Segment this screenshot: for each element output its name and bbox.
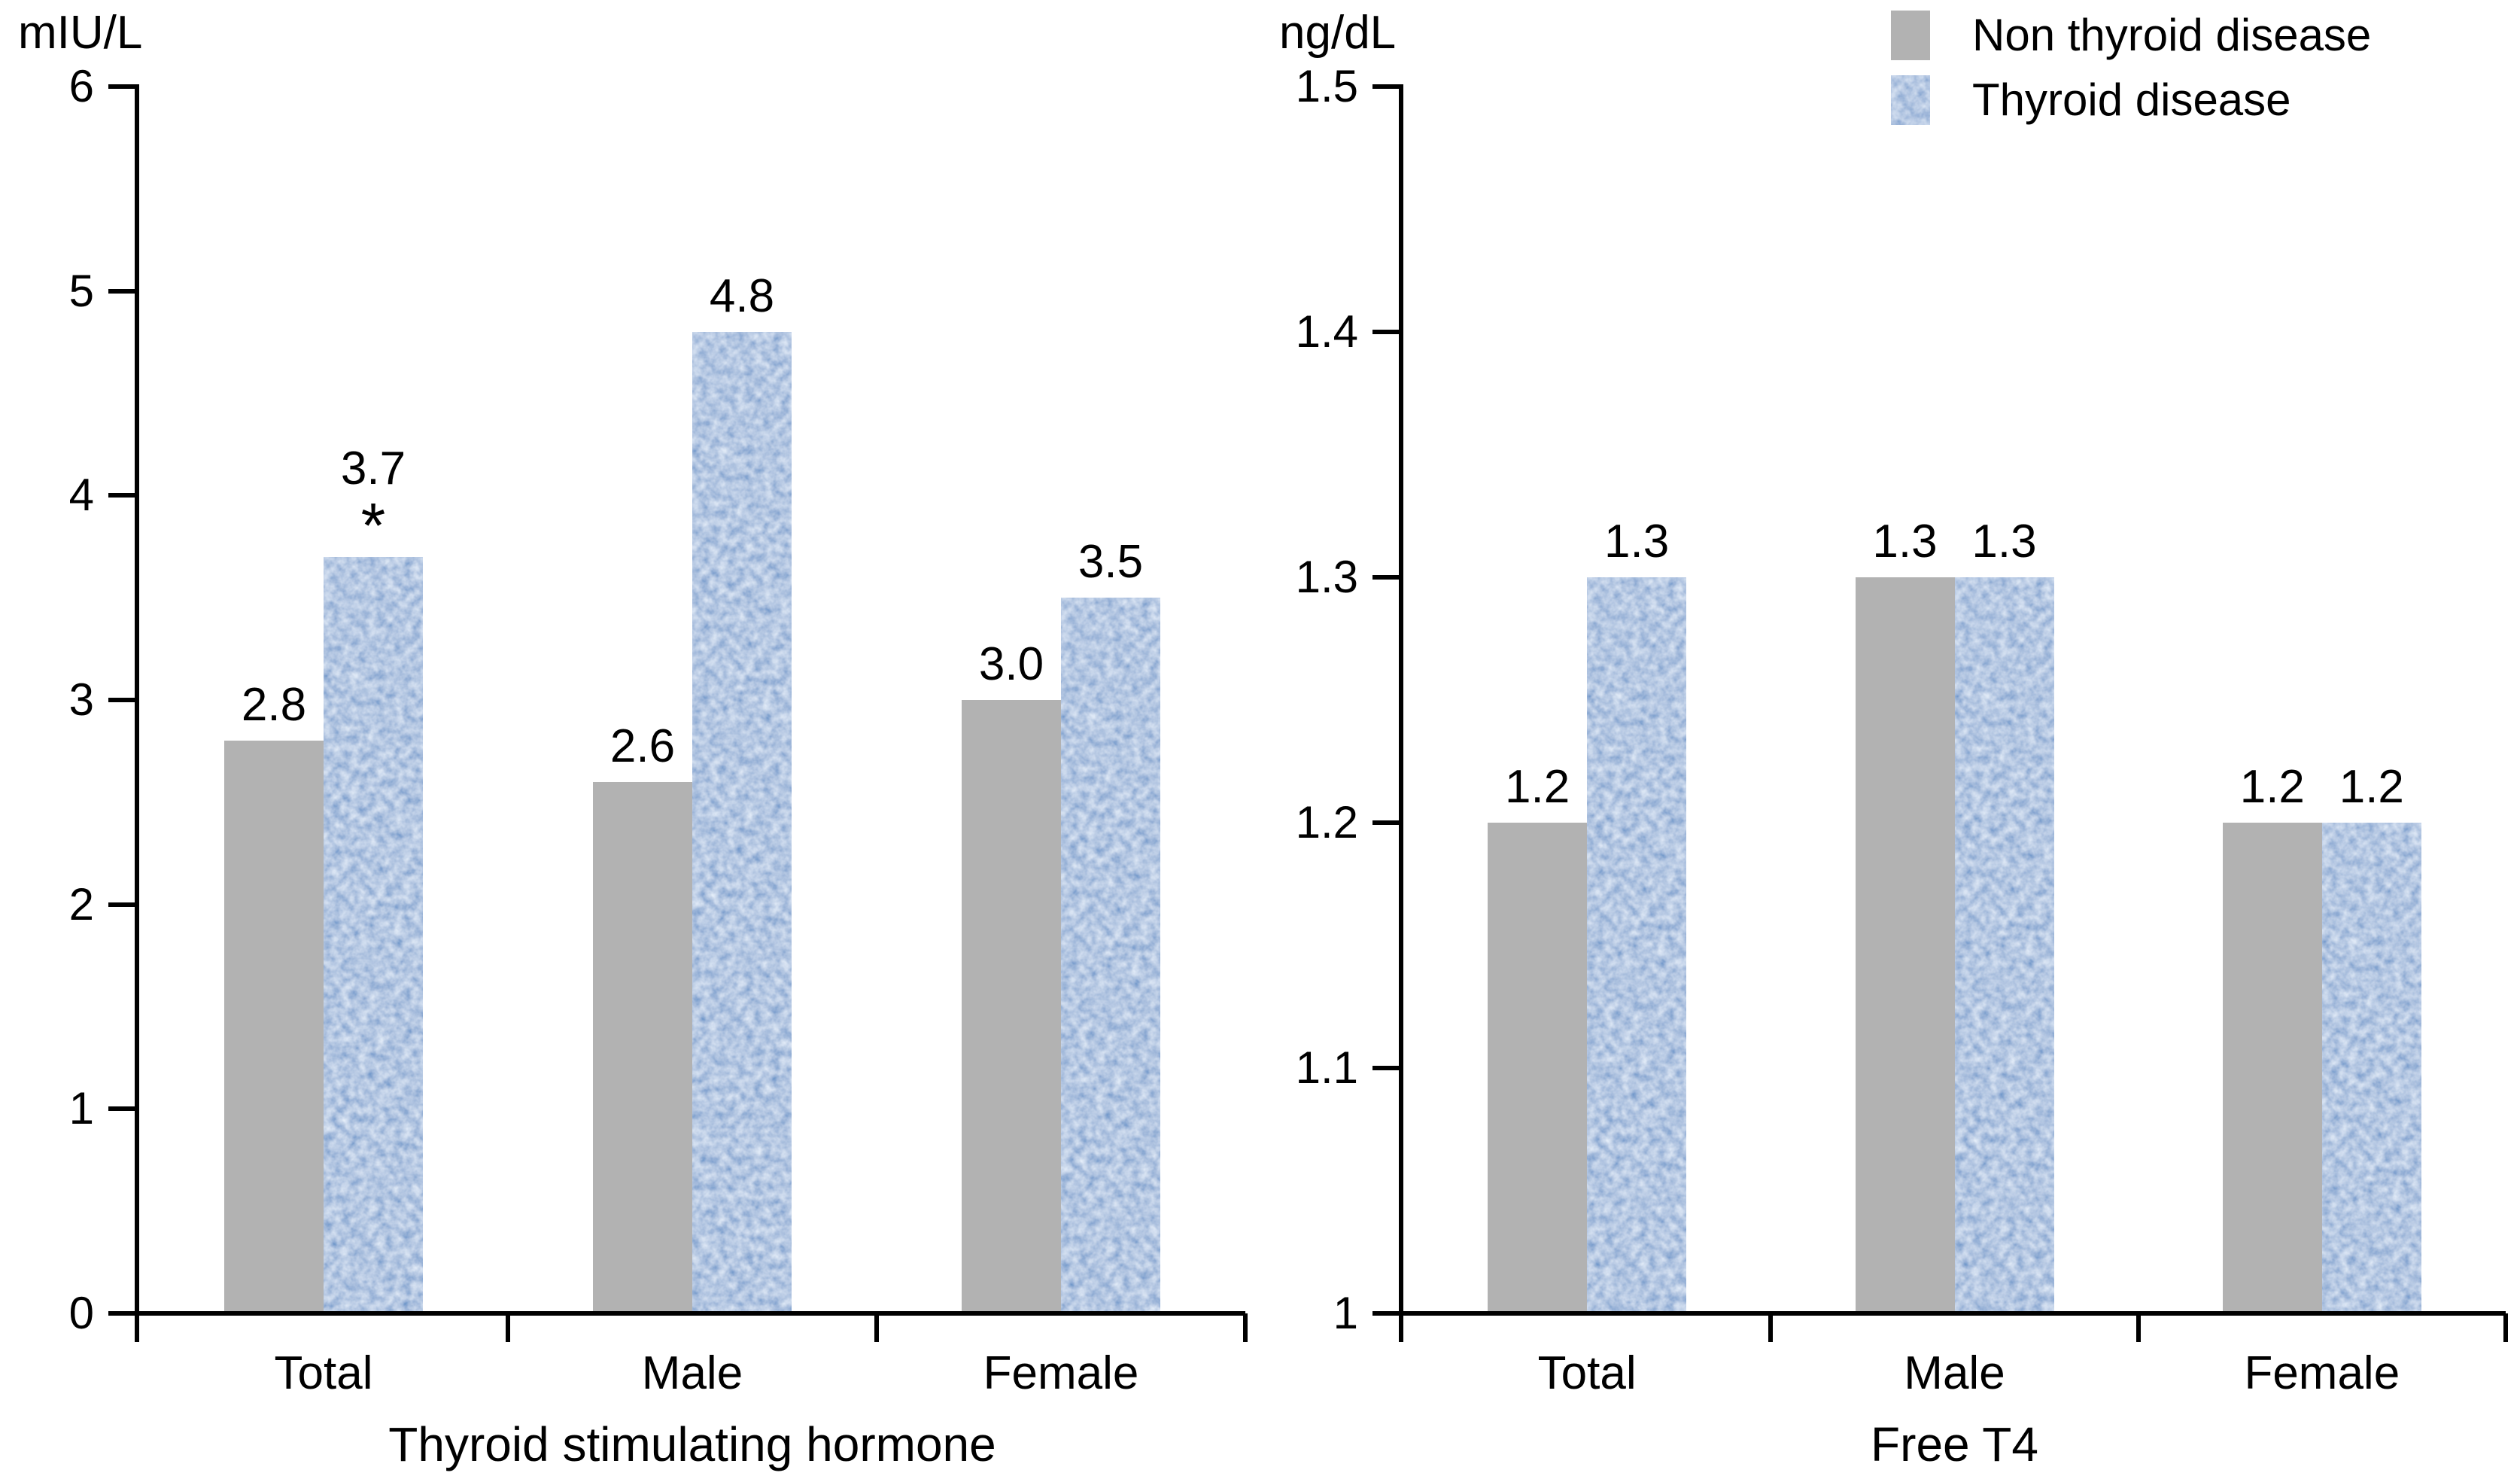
y-tick-4 [108,493,135,498]
bar-value-label-total-1: 3.7 [340,442,406,495]
y-tick-1 [108,1106,135,1112]
x-tick-3 [2503,1313,2508,1342]
bar-value-label-female-1: 3.5 [1078,536,1144,589]
bar-value-label-female-1: 1.2 [2339,761,2404,813]
y-axis-unit-label-right: ng/dL [1279,7,1397,59]
y-tick-label-0: 0 [68,1288,94,1338]
y-tick-0 [108,1311,135,1316]
bar-thyroid-female [2321,823,2421,1313]
category-label-female: Female [983,1347,1139,1399]
y-tick-label-1.3: 1.3 [1295,552,1358,602]
y-tick-1.2 [1372,820,1399,825]
bar-value-label-total-1: 1.3 [1604,516,1670,568]
x-axis-line [135,1311,1245,1316]
bar-value-label-total-0: 2.8 [241,679,307,732]
bar-value-label-male-1: 4.8 [709,270,775,322]
y-tick-5 [108,288,135,294]
x-tick-1 [1768,1313,1774,1342]
x-tick-3 [1243,1313,1248,1342]
category-label-total: Total [274,1347,373,1399]
bar-value-label-female-0: 3.0 [978,638,1044,690]
y-tick-1.5 [1372,84,1399,89]
legend-swatch-blue-textured-icon [1891,75,1930,125]
y-tick-1 [1372,1311,1399,1316]
y-tick-label-1.2: 1.2 [1295,797,1358,848]
y-tick-label-4: 4 [68,470,94,521]
bar-non-thyroid-female [962,700,1061,1313]
x-tick-1 [506,1313,510,1342]
bar-thyroid-total [324,556,423,1313]
y-axis-line [1399,84,1403,1342]
category-label-female: Female [2244,1347,2400,1399]
y-tick-label-5: 5 [68,265,94,316]
legend-label-thyroid-disease: Thyroid disease [1972,75,2291,125]
y-tick-label-2: 2 [68,878,94,930]
x-axis-line [1399,1311,2506,1316]
y-tick-label-1.1: 1.1 [1295,1042,1358,1093]
legend: Non thyroid disease Thyroid disease [1891,11,2371,140]
x-axis-title-tsh: Thyroid stimulating hormone [388,1417,996,1471]
bar-non-thyroid-male [593,781,692,1313]
bar-value-label-male-0: 1.3 [1872,516,1938,568]
y-tick-3 [108,698,135,702]
x-tick-2 [2135,1313,2141,1342]
legend-swatch-gray-icon [1891,11,1930,60]
y-tick-2 [108,902,135,907]
bar-non-thyroid-male [1855,577,1955,1313]
x-tick-2 [874,1313,879,1342]
y-tick-label-1.5: 1.5 [1295,61,1358,111]
legend-item-non-thyroid-disease: Non thyroid disease [1891,11,2371,60]
category-label-total: Total [1537,1347,1637,1399]
x-axis-title-free-t4: Free T4 [1871,1417,2038,1471]
category-label-male: Male [1904,1347,2005,1399]
y-tick-1.1 [1372,1066,1399,1070]
y-tick-label-1: 1 [1333,1288,1358,1338]
y-tick-label-1.4: 1.4 [1295,306,1358,357]
y-axis-unit-label-left: mIU/L [18,7,143,59]
y-tick-1.3 [1372,575,1399,580]
category-label-male: Male [641,1347,743,1399]
y-tick-label-1: 1 [68,1083,94,1134]
bar-value-label-total-0: 1.2 [1505,761,1570,813]
bar-non-thyroid-total [1488,823,1588,1313]
bar-value-label-female-0: 1.2 [2239,761,2305,813]
y-axis-line [135,84,139,1342]
legend-label-non-thyroid-disease: Non thyroid disease [1972,10,2372,60]
y-tick-6 [108,84,135,89]
bar-thyroid-male [692,332,792,1313]
legend-item-thyroid-disease: Thyroid disease [1891,75,2371,125]
bar-thyroid-female [1061,598,1160,1313]
bar-value-label-male-1: 1.3 [1971,516,2037,568]
bar-thyroid-total [1587,577,1687,1313]
y-tick-label-6: 6 [68,61,94,111]
significance-asterisk: * [360,489,386,561]
bar-non-thyroid-female [2222,823,2322,1313]
bar-value-label-male-0: 2.6 [609,720,676,772]
bar-non-thyroid-total [224,741,324,1313]
bar-thyroid-male [1954,577,2054,1313]
y-tick-1.4 [1372,330,1399,334]
y-tick-label-3: 3 [68,674,94,725]
